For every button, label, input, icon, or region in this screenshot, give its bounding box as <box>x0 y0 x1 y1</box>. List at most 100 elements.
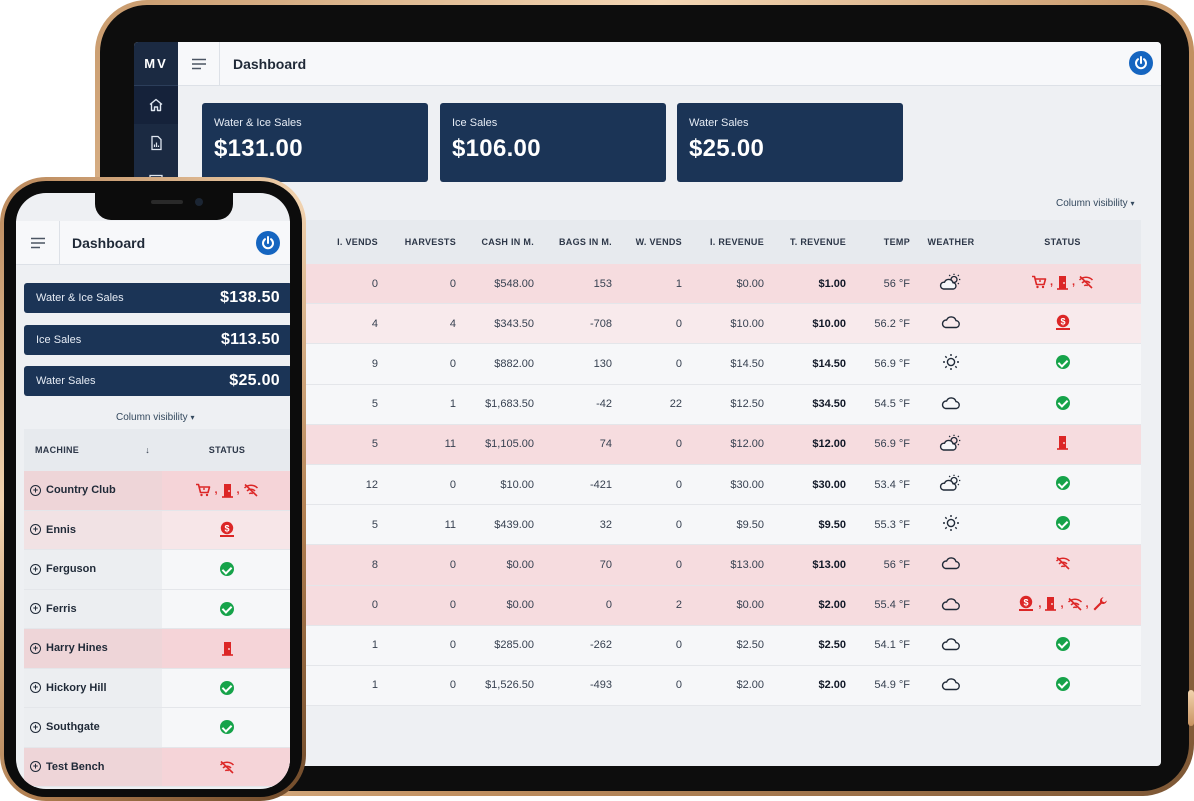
ok-icon <box>1055 476 1070 491</box>
weather-cell <box>918 353 984 374</box>
expand-plus-icon[interactable]: + <box>30 603 41 615</box>
list-item[interactable]: + Hickory Hill <box>24 668 290 708</box>
machine-cell[interactable]: + Ferris <box>24 589 162 628</box>
col-header[interactable]: BAGS IN M. <box>558 237 612 247</box>
expand-plus-icon[interactable]: + <box>30 484 41 496</box>
list-item[interactable]: + Ferris <box>24 589 290 629</box>
sidebar-item-reports[interactable] <box>134 124 178 162</box>
machine-cell[interactable]: + Harry Hines <box>24 629 162 668</box>
cloud-icon <box>940 555 962 571</box>
bags-cell: -42 <box>596 398 612 411</box>
wifi-off-icon <box>1078 275 1094 289</box>
phone-screen: Dashboard Water & Ice Sales $138.50 Ice … <box>16 193 290 789</box>
mobile-power-button[interactable] <box>256 231 280 255</box>
machine-name: Test Bench <box>46 760 105 773</box>
mobile-column-visibility-dropdown[interactable]: Column visibility ▾ <box>116 412 194 423</box>
summary-card-water-ice: Water & Ice Sales $131.00 <box>202 103 428 182</box>
weather-cell <box>918 596 984 615</box>
col-header[interactable]: STATUS <box>1044 237 1081 247</box>
table-row[interactable]: 5 1 $1,683.50 -42 22 $12.50 $34.50 54.5 … <box>262 384 1141 425</box>
wifi-off-icon <box>1067 597 1083 611</box>
card-value: $113.50 <box>220 331 280 348</box>
mobile-table-body: + Country Club ,, + Ennis $ + Ferguson +… <box>24 471 290 787</box>
bags-cell: -421 <box>589 478 612 491</box>
wrench-icon <box>1092 596 1108 612</box>
machine-cell[interactable]: + Test Bench <box>24 747 162 786</box>
table-row[interactable]: 8 0 $0.00 70 0 $13.00 $13.00 56 °F <box>262 545 1141 586</box>
home-icon <box>149 98 163 112</box>
weather-cell <box>918 555 984 574</box>
col-header[interactable]: CASH IN M. <box>481 237 534 247</box>
table-row[interactable]: 4 4 $343.50 -708 0 $10.00 $10.00 56.2 °F… <box>262 304 1141 345</box>
wifi-off-icon <box>1055 556 1071 570</box>
machine-name: Ennis <box>46 523 76 536</box>
tablet-side-button <box>1188 690 1194 726</box>
list-item[interactable]: + Country Club ,, <box>24 471 290 511</box>
machine-cell[interactable]: + Ferguson <box>24 550 162 589</box>
wvends-cell: 0 <box>675 558 682 571</box>
expand-plus-icon[interactable]: + <box>30 563 41 575</box>
irevenue-cell: $12.50 <box>730 398 764 411</box>
list-item[interactable]: + Ferguson <box>24 550 290 590</box>
irevenue-cell: $14.50 <box>730 357 764 370</box>
cloud-icon <box>940 676 962 692</box>
expand-plus-icon[interactable]: + <box>30 642 41 654</box>
col-header[interactable]: I. REVENUE <box>709 237 764 247</box>
expand-plus-icon[interactable]: + <box>30 682 41 694</box>
table-row[interactable]: 9 0 $882.00 130 0 $14.50 $14.50 56.9 °F <box>262 344 1141 385</box>
list-item[interactable]: + Ennis $ <box>24 510 290 550</box>
table-row[interactable]: 1 0 $285.00 -262 0 $2.50 $2.50 54.1 °F <box>262 625 1141 666</box>
weather-cell <box>918 474 984 495</box>
wvends-cell: 0 <box>675 317 682 330</box>
col-header[interactable]: I. VENDS <box>337 237 378 247</box>
door-alert-icon <box>1044 596 1057 611</box>
col-header[interactable]: TEMP <box>883 237 910 247</box>
col-header[interactable]: WEATHER <box>927 237 975 247</box>
card-value: $25.00 <box>689 135 765 162</box>
power-button[interactable] <box>1129 51 1153 75</box>
list-item[interactable]: + Test Bench <box>24 747 290 787</box>
harvests-cell: 4 <box>449 317 456 330</box>
wvends-cell: 1 <box>675 277 682 290</box>
status-cell <box>984 435 1141 453</box>
sort-arrow-icon[interactable]: ↓ <box>145 445 150 455</box>
sidebar-item-home[interactable] <box>134 86 178 124</box>
column-visibility-label: Column visibility <box>116 412 188 423</box>
col-header[interactable]: W. VENDS <box>635 237 682 247</box>
mobile-machines-table: MACHINE ↓ STATUS + Country Club ,, + Enn… <box>24 429 290 787</box>
col-header[interactable]: T. REVENUE <box>789 237 846 247</box>
table-row[interactable]: n 0 0 $0.00 0 2 $0.00 $2.00 55.4 °F $,,, <box>262 585 1141 626</box>
menu-toggle-button[interactable] <box>178 42 220 86</box>
status-cell <box>162 747 290 786</box>
column-visibility-dropdown[interactable]: Column visibility ▾ <box>1056 198 1134 209</box>
table-row[interactable]: 1 0 $1,526.50 -493 0 $2.00 $2.00 54.9 °F <box>262 665 1141 707</box>
card-label: Water Sales <box>36 375 96 387</box>
expand-plus-icon[interactable]: + <box>30 721 41 733</box>
table-row[interactable]: 0 0 $548.00 153 1 $0.00 $1.00 56 °F ,, <box>262 264 1141 305</box>
status-col-header[interactable]: STATUS <box>208 445 246 455</box>
card-label: Ice Sales <box>36 334 82 346</box>
col-header[interactable]: HARVESTS <box>404 237 456 247</box>
table-row[interactable]: 12 0 $10.00 -421 0 $30.00 $30.00 53.4 °F <box>262 464 1141 506</box>
expand-plus-icon[interactable]: + <box>30 524 41 536</box>
phone-device: Dashboard Water & Ice Sales $138.50 Ice … <box>0 177 306 801</box>
machine-cell[interactable]: + Hickory Hill <box>24 668 162 707</box>
mobile-menu-toggle-button[interactable] <box>16 220 60 265</box>
brand-logo[interactable]: MV <box>134 42 178 86</box>
machine-col-header[interactable]: MACHINE ↓ <box>24 445 162 455</box>
table-row[interactable]: 5 11 $439.00 32 0 $9.50 $9.50 55.3 °F <box>262 505 1141 546</box>
trevenue-cell: $14.50 <box>812 357 846 370</box>
machine-cell[interactable]: + Ennis <box>24 510 162 549</box>
card-value: $131.00 <box>214 135 303 162</box>
table-row[interactable]: 5 11 $1,105.00 74 0 $12.00 $12.00 56.9 °… <box>262 424 1141 465</box>
list-item[interactable]: + Harry Hines <box>24 629 290 669</box>
cloud-icon <box>940 596 962 612</box>
card-label: Water & Ice Sales <box>36 292 124 304</box>
machine-cell[interactable]: + Southgate <box>24 708 162 747</box>
list-item[interactable]: + Southgate <box>24 708 290 748</box>
irevenue-cell: $2.50 <box>736 639 764 652</box>
machine-cell[interactable]: + Country Club <box>24 471 162 510</box>
expand-plus-icon[interactable]: + <box>30 761 41 773</box>
machine-col-label: MACHINE <box>35 445 80 455</box>
temp-cell: 55.4 °F <box>874 599 910 612</box>
